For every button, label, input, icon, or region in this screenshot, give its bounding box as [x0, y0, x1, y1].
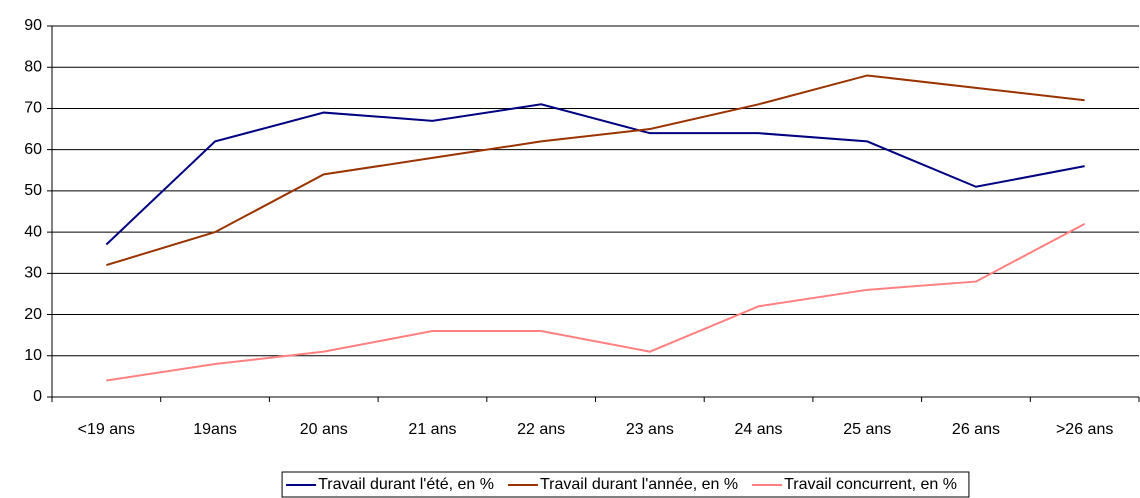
y-tick-label: 0	[33, 388, 42, 405]
y-tick-label: 80	[24, 58, 42, 75]
y-tick-label: 90	[24, 17, 42, 34]
series-line	[105, 103, 1085, 246]
y-tick-label: 60	[24, 141, 42, 158]
x-tick-label: >26 ans	[1056, 421, 1113, 438]
legend-label: Travail concurrent, en %	[784, 476, 957, 493]
x-tick-label: 21 ans	[408, 421, 456, 438]
y-tick-label: 40	[24, 223, 42, 240]
x-tick-label: 20 ans	[300, 421, 348, 438]
x-tick-label: 22 ans	[517, 421, 565, 438]
y-tick-label: 50	[24, 182, 42, 199]
x-tick-label: 25 ans	[843, 421, 891, 438]
legend-box	[281, 471, 970, 498]
legend-label: Travail durant l'été, en %	[318, 476, 494, 493]
x-tick-label: 26 ans	[952, 421, 1000, 438]
y-tick-label: 70	[24, 100, 42, 117]
legend-label: Travail durant l'année, en %	[540, 476, 738, 493]
x-tick-label: 19ans	[193, 421, 237, 438]
series-line	[106, 222, 1086, 382]
x-tick-label: <19 ans	[78, 421, 135, 438]
x-tick-label: 24 ans	[735, 421, 783, 438]
y-tick-label: 10	[24, 347, 42, 364]
x-tick-label: 23 ans	[626, 421, 674, 438]
y-tick-label: 30	[24, 265, 42, 282]
series-line	[106, 74, 1085, 267]
y-tick-label: 20	[24, 306, 42, 323]
